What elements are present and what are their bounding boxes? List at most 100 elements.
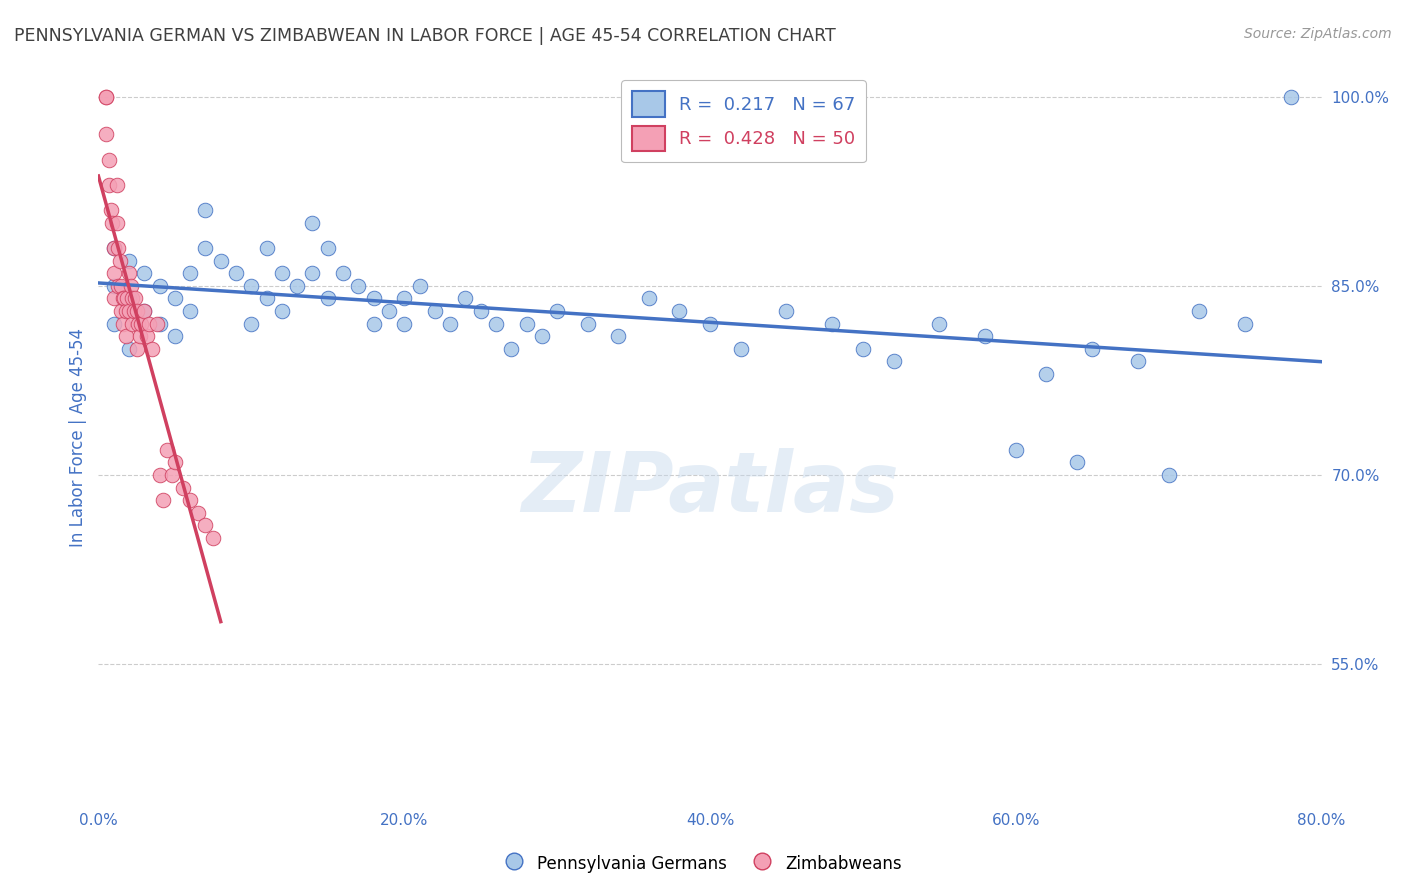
Point xyxy=(1066,455,1088,469)
Point xyxy=(152,493,174,508)
Point xyxy=(103,317,125,331)
Point xyxy=(121,291,143,305)
Point xyxy=(112,291,135,305)
Point xyxy=(270,304,292,318)
Point xyxy=(103,241,125,255)
Point xyxy=(115,329,138,343)
Point xyxy=(138,317,160,331)
Point xyxy=(668,304,690,318)
Point xyxy=(103,241,125,255)
Point xyxy=(363,317,385,331)
Point xyxy=(256,241,278,255)
Point xyxy=(1081,342,1104,356)
Point xyxy=(124,291,146,305)
Point xyxy=(163,329,186,343)
Point xyxy=(1188,304,1211,318)
Point xyxy=(129,317,152,331)
Point xyxy=(110,304,132,318)
Point xyxy=(94,89,117,103)
Point xyxy=(156,442,179,457)
Point xyxy=(607,329,630,343)
Point xyxy=(1279,89,1302,103)
Text: Source: ZipAtlas.com: Source: ZipAtlas.com xyxy=(1244,27,1392,41)
Point xyxy=(117,291,139,305)
Point xyxy=(125,342,148,356)
Point xyxy=(121,317,143,331)
Point xyxy=(240,278,263,293)
Point xyxy=(187,506,209,520)
Point xyxy=(378,304,401,318)
Point xyxy=(105,216,128,230)
Point xyxy=(470,304,492,318)
Point xyxy=(94,89,117,103)
Point xyxy=(1128,354,1150,368)
Point xyxy=(118,253,141,268)
Point xyxy=(118,266,141,280)
Point xyxy=(454,291,477,305)
Point xyxy=(301,266,323,280)
Point xyxy=(118,291,141,305)
Point xyxy=(120,278,142,293)
Point xyxy=(149,467,172,482)
Point xyxy=(240,317,263,331)
Point xyxy=(111,317,134,331)
Point xyxy=(576,317,599,331)
Point xyxy=(699,317,721,331)
Point xyxy=(105,178,128,192)
Point xyxy=(347,278,370,293)
Point xyxy=(316,241,339,255)
Point xyxy=(160,467,183,482)
Point xyxy=(301,216,323,230)
Point xyxy=(1035,367,1057,381)
Point xyxy=(179,493,201,508)
Point xyxy=(98,153,121,167)
Point xyxy=(546,304,568,318)
Point xyxy=(883,354,905,368)
Point xyxy=(118,342,141,356)
Point xyxy=(852,342,875,356)
Point xyxy=(111,291,134,305)
Point xyxy=(100,203,122,218)
Y-axis label: In Labor Force | Age 45-54: In Labor Force | Age 45-54 xyxy=(69,327,87,547)
Legend: Pennsylvania Germans, Zimbabweans: Pennsylvania Germans, Zimbabweans xyxy=(498,847,908,880)
Point xyxy=(118,304,141,318)
Point xyxy=(1157,467,1180,482)
Point xyxy=(134,304,156,318)
Legend: R =  0.217   N = 67, R =  0.428   N = 50: R = 0.217 N = 67, R = 0.428 N = 50 xyxy=(621,80,866,162)
Point xyxy=(163,455,186,469)
Point xyxy=(136,329,159,343)
Point xyxy=(94,128,117,142)
Point xyxy=(209,253,232,268)
Point xyxy=(110,278,132,293)
Point xyxy=(974,329,997,343)
Point xyxy=(149,278,172,293)
Point xyxy=(821,317,844,331)
Point xyxy=(316,291,339,305)
Point xyxy=(172,481,194,495)
Point xyxy=(485,317,508,331)
Point xyxy=(501,342,523,356)
Point xyxy=(103,266,125,280)
Point xyxy=(145,317,167,331)
Point xyxy=(134,304,156,318)
Point xyxy=(202,531,225,545)
Point xyxy=(194,241,217,255)
Point xyxy=(194,203,217,218)
Point xyxy=(122,304,145,318)
Point xyxy=(194,518,217,533)
Point xyxy=(103,278,125,293)
Point xyxy=(256,291,278,305)
Point xyxy=(179,304,201,318)
Point xyxy=(332,266,354,280)
Point xyxy=(439,317,461,331)
Point xyxy=(530,329,553,343)
Point xyxy=(101,216,124,230)
Point xyxy=(149,317,172,331)
Point xyxy=(134,266,156,280)
Point xyxy=(128,329,150,343)
Point xyxy=(1234,317,1257,331)
Point xyxy=(423,304,446,318)
Point xyxy=(163,291,186,305)
Point xyxy=(637,291,661,305)
Point xyxy=(107,241,129,255)
